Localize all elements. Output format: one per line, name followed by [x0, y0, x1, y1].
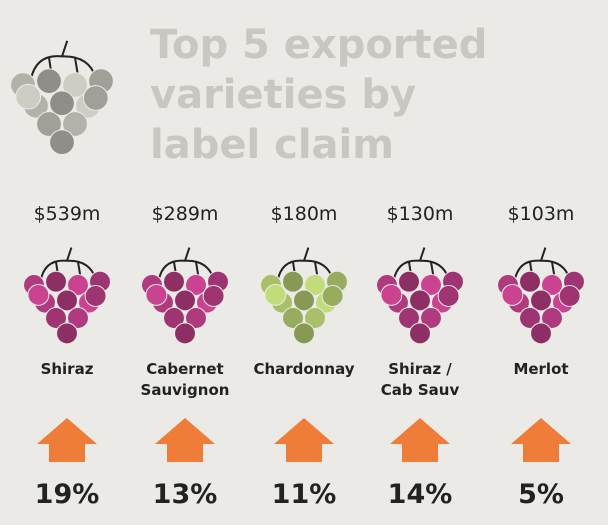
- grape-berry: [84, 285, 107, 307]
- variety-name: Shiraz: [41, 360, 94, 378]
- growth-percent: 5%: [518, 479, 564, 510]
- grape-berry: [45, 307, 67, 329]
- title-grape-icon: [10, 40, 114, 156]
- grape-berry: [541, 307, 563, 329]
- title-line: Top 5 exported: [150, 22, 487, 68]
- variety-name: Cabernet: [146, 360, 223, 378]
- stem: [29, 40, 97, 81]
- growth-arrow: [390, 418, 450, 462]
- grape-berry: [420, 274, 442, 296]
- grape-berry: [36, 111, 62, 137]
- growth-arrow: [155, 418, 215, 462]
- grape-berry: [293, 322, 315, 345]
- export-value: $130m: [387, 203, 454, 225]
- growth-arrow: [37, 418, 97, 462]
- growth-percent: 14%: [388, 479, 453, 510]
- grape-berry: [62, 72, 88, 98]
- variety-name: Chardonnay: [253, 360, 354, 378]
- grape-berry: [519, 307, 541, 329]
- export-value: $180m: [271, 203, 338, 225]
- grape-berry: [174, 289, 196, 312]
- grape-berry: [67, 307, 89, 329]
- grape-berry: [49, 129, 75, 156]
- grape-berry: [174, 322, 196, 345]
- grape-berry: [321, 285, 344, 307]
- stem: [513, 247, 571, 281]
- title-line: varieties by: [150, 72, 416, 118]
- variety-column: $180m Chardonnay 11%: [253, 203, 354, 510]
- grape-berry: [398, 270, 420, 293]
- grape-berry: [501, 283, 524, 306]
- export-value: $539m: [34, 203, 101, 225]
- grape-berry: [282, 270, 304, 293]
- grape-berry: [304, 274, 326, 296]
- grape-berry: [27, 283, 50, 306]
- growth-percent: 19%: [35, 479, 100, 510]
- variety-name: Shiraz /: [388, 360, 452, 378]
- variety-name: Merlot: [513, 360, 568, 378]
- grape-berry: [82, 85, 109, 111]
- grape-berry: [163, 307, 185, 329]
- grape-berry: [409, 322, 431, 345]
- variety-column: $103m Merlot 5%: [497, 203, 585, 510]
- grape-berry: [530, 289, 552, 312]
- grape-berry: [36, 68, 62, 94]
- export-value: $289m: [152, 203, 219, 225]
- grape-berry: [56, 322, 78, 345]
- grape-berry: [49, 90, 75, 117]
- growth-percent: 11%: [272, 479, 337, 510]
- growth-arrow: [274, 418, 334, 462]
- grape-berry: [45, 270, 67, 293]
- grape-berry: [398, 307, 420, 329]
- variety-name: Sauvignon: [141, 381, 230, 399]
- grape-berry: [409, 289, 431, 312]
- grape-berry: [293, 289, 315, 312]
- grape-berry: [541, 274, 563, 296]
- stem: [392, 247, 450, 281]
- grape-berry: [530, 322, 552, 345]
- grape-berry: [282, 307, 304, 329]
- grape-berry: [56, 289, 78, 312]
- title-line: label claim: [150, 122, 394, 168]
- grape-berry: [420, 307, 442, 329]
- grape-berry: [67, 274, 89, 296]
- grape-berry: [185, 307, 207, 329]
- grape-berry: [519, 270, 541, 293]
- grape-berry: [202, 285, 225, 307]
- grape-berry: [145, 283, 168, 306]
- grape-berry: [15, 83, 42, 110]
- export-value: $103m: [508, 203, 575, 225]
- grape-berry: [304, 307, 326, 329]
- variety-name: Cab Sauv: [381, 381, 460, 399]
- growth-percent: 13%: [153, 479, 218, 510]
- grape-berry: [163, 270, 185, 293]
- grape-berry: [185, 274, 207, 296]
- variety-column: $539m Shiraz 19%: [23, 203, 111, 510]
- grape-berry: [62, 111, 88, 137]
- grape-berry: [437, 285, 460, 307]
- grape-berry: [264, 283, 287, 306]
- stem: [39, 247, 97, 281]
- stem: [276, 247, 334, 281]
- variety-column: $130m Shiraz / Cab Sauv 14%: [376, 203, 464, 510]
- grape-berry: [380, 283, 403, 306]
- growth-arrow: [511, 418, 571, 462]
- variety-column: $289m Cabernet Sauvignon 13%: [141, 203, 230, 510]
- stem: [157, 247, 215, 281]
- grape-berry: [558, 285, 581, 307]
